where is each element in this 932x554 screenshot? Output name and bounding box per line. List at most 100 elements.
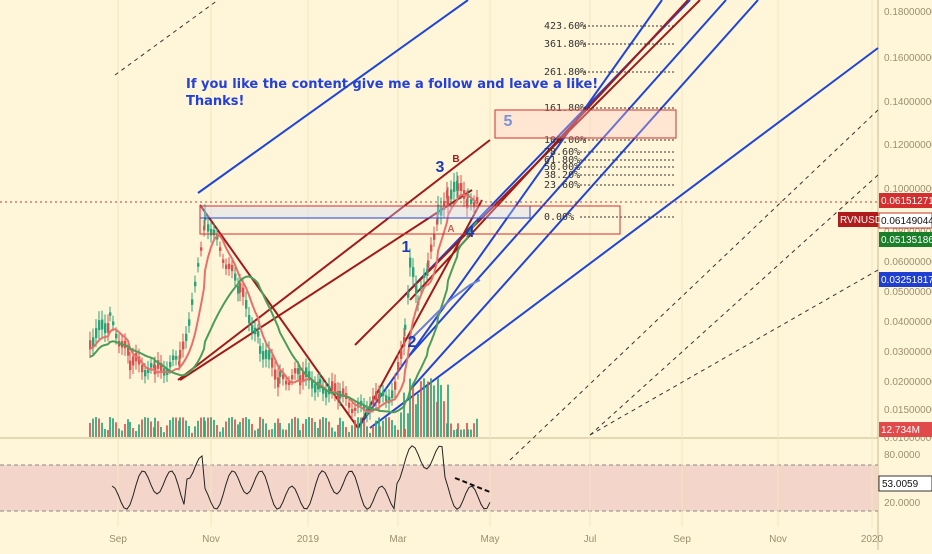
volume-bar bbox=[121, 430, 123, 437]
volume-bar bbox=[467, 429, 469, 437]
time-tick-label: Sep bbox=[109, 534, 127, 545]
support-zone-blue bbox=[199, 205, 531, 219]
trend-line bbox=[179, 189, 473, 381]
volume-bar bbox=[185, 420, 187, 437]
candle-body bbox=[175, 356, 178, 360]
volume-bar bbox=[317, 428, 319, 437]
candle-body bbox=[470, 199, 473, 205]
fib-level-label: 38.20% bbox=[544, 170, 580, 181]
fib-level-label: 61.80% bbox=[544, 155, 580, 166]
volume-bar bbox=[433, 385, 435, 437]
volume-bar bbox=[112, 418, 114, 437]
volume-bar bbox=[308, 417, 310, 437]
candle-body bbox=[228, 263, 231, 270]
volume-bar bbox=[417, 393, 419, 437]
price-tick-label: 0.03000000 bbox=[884, 347, 932, 358]
volume-bar bbox=[385, 417, 387, 437]
volume-bar bbox=[175, 417, 177, 437]
candle-body bbox=[375, 391, 378, 401]
volume-bar bbox=[194, 426, 196, 437]
rsi-value-label: 53.0059 bbox=[882, 479, 919, 490]
candle-body bbox=[325, 389, 328, 398]
price-badge-label: 0.03251817 bbox=[881, 275, 932, 286]
price-tick-label: 0.16000000 bbox=[884, 53, 932, 64]
volume-bar bbox=[228, 417, 230, 437]
candle-body bbox=[412, 267, 415, 278]
ma-fast-line bbox=[89, 193, 478, 414]
candle-body bbox=[427, 260, 430, 269]
channel-line bbox=[409, 0, 759, 391]
volume-bar bbox=[382, 420, 384, 437]
volume-bar bbox=[245, 417, 247, 437]
volume-bar bbox=[274, 422, 276, 437]
volume-bar bbox=[342, 421, 344, 437]
candle-body bbox=[277, 377, 280, 388]
volume-bar bbox=[197, 420, 199, 437]
candle-body bbox=[109, 312, 112, 316]
volume-bar bbox=[144, 417, 146, 437]
candle-body bbox=[268, 350, 271, 360]
price-badge-label: 0.06149044 bbox=[881, 216, 932, 227]
fib-level-label: 50.00% bbox=[544, 162, 580, 173]
wave-label-b: B bbox=[452, 154, 459, 165]
candle-body bbox=[104, 323, 107, 334]
volume-bar bbox=[124, 424, 126, 437]
price-badge bbox=[878, 212, 932, 229]
volume-bar bbox=[166, 425, 168, 437]
candle-body bbox=[242, 287, 245, 297]
candle-body bbox=[115, 333, 118, 339]
volume-bar bbox=[248, 419, 250, 437]
channel-line bbox=[369, 47, 879, 429]
fib-level-label: 23.60% bbox=[544, 180, 580, 191]
volume-bar bbox=[363, 420, 365, 437]
candle-body bbox=[237, 285, 240, 294]
candle-body bbox=[378, 394, 381, 404]
volume-bar bbox=[476, 418, 478, 437]
price-badge-label: 0.06151271 bbox=[881, 196, 932, 207]
volume-bar bbox=[118, 428, 120, 437]
candle-body bbox=[305, 367, 308, 378]
annotation-line-1: If you like the content give me a follow… bbox=[186, 77, 598, 92]
candle-body bbox=[423, 274, 426, 279]
ma-slow-line bbox=[89, 221, 478, 414]
rsi-divergence-line bbox=[454, 477, 491, 493]
candle-body bbox=[245, 299, 248, 309]
trend-line bbox=[177, 139, 491, 381]
time-tick-label: May bbox=[481, 534, 500, 545]
volume-bar bbox=[437, 378, 439, 437]
volume-bar bbox=[443, 401, 445, 437]
candle-body bbox=[188, 319, 191, 326]
volume-bar bbox=[366, 426, 368, 437]
volume-bar bbox=[163, 432, 165, 437]
candle-body bbox=[234, 273, 237, 281]
candle-body bbox=[314, 384, 317, 393]
candle-body bbox=[213, 229, 216, 236]
candle-body bbox=[239, 282, 242, 293]
candle-body bbox=[160, 362, 163, 371]
price-badge bbox=[879, 272, 932, 287]
volume-bar bbox=[337, 424, 339, 437]
volume-bar bbox=[440, 385, 442, 437]
candle-body bbox=[210, 228, 213, 236]
candle-body bbox=[394, 381, 397, 390]
candle-body bbox=[107, 323, 110, 333]
volume-bar bbox=[257, 428, 259, 437]
volume-bar bbox=[135, 431, 137, 437]
candle-body bbox=[291, 375, 294, 380]
volume-bar bbox=[394, 425, 396, 437]
price-badges: 0.06151271 0.06149044 0.05135186 0.03251817… bbox=[838, 193, 932, 509]
candle-body bbox=[446, 190, 449, 199]
volume-bar bbox=[314, 422, 316, 437]
volume-bar bbox=[339, 417, 341, 437]
volume-bar bbox=[182, 417, 184, 437]
volume-bar bbox=[104, 429, 106, 437]
volume-bar bbox=[271, 429, 273, 437]
price-tick-label: 0.10000000 bbox=[884, 184, 932, 195]
candle-body bbox=[194, 281, 197, 287]
fib-level-label: 78.60% bbox=[544, 147, 580, 158]
volume-bar bbox=[141, 419, 143, 437]
candle-body bbox=[457, 183, 460, 191]
volume-bar bbox=[354, 420, 356, 437]
price-tick-label: 0.02000000 bbox=[884, 377, 932, 388]
